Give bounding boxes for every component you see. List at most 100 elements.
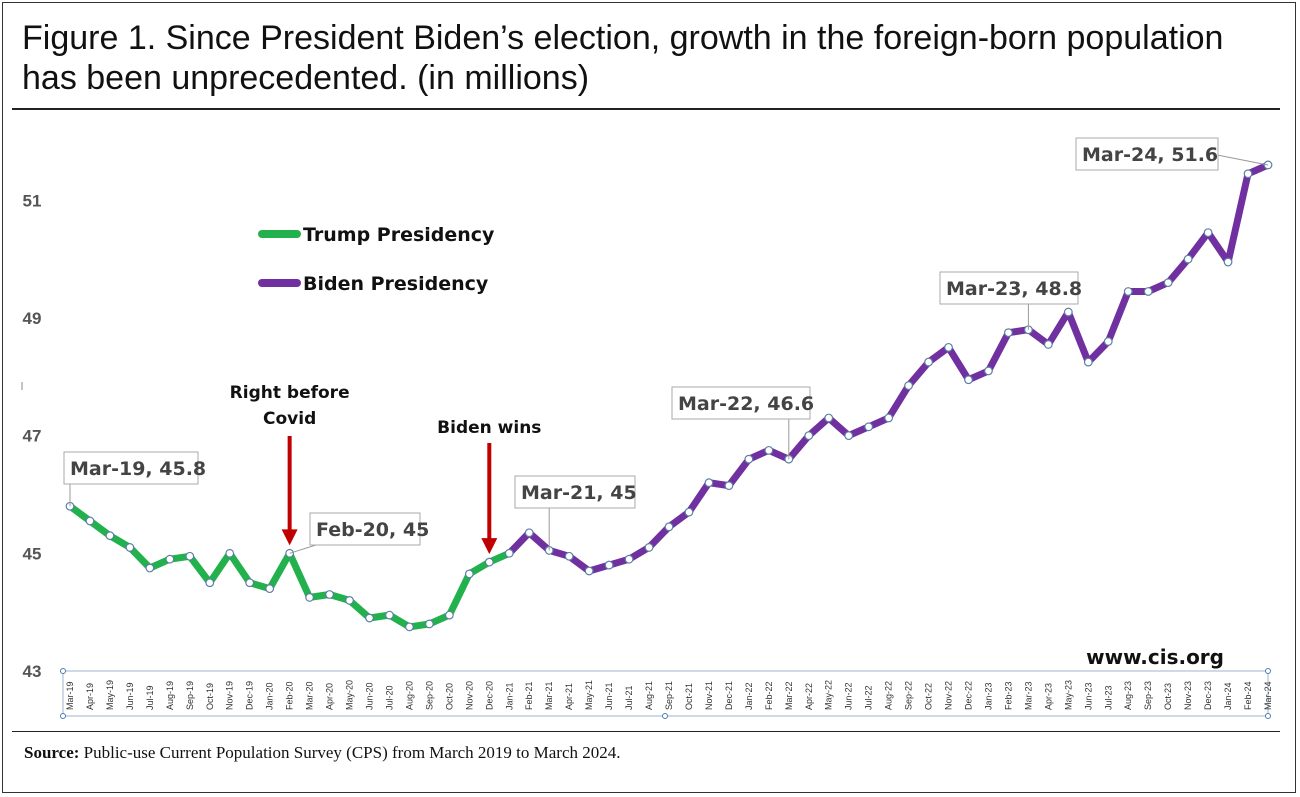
data-point xyxy=(365,613,374,623)
x-tick-label: Apr-20 xyxy=(325,683,335,710)
data-point xyxy=(764,445,774,455)
data-label-box xyxy=(309,512,421,546)
x-tick-label: Feb-22 xyxy=(764,681,774,710)
data-point xyxy=(884,413,894,423)
x-tick-label: Aug-20 xyxy=(404,681,414,710)
data-point xyxy=(644,543,654,552)
x-tick-label: Nov-22 xyxy=(944,681,954,710)
x-tick-label: Dec-22 xyxy=(964,681,974,710)
x-tick-label: Mar-24 xyxy=(1263,681,1273,710)
x-tick-label: Feb-20 xyxy=(285,681,295,710)
data-point xyxy=(804,431,814,441)
legend-label: Trump Presidency xyxy=(303,224,495,246)
data-point xyxy=(305,593,315,602)
data-point xyxy=(924,357,933,367)
data-point xyxy=(385,610,394,620)
x-tick-label: Apr-21 xyxy=(564,683,574,710)
data-label-box xyxy=(514,475,636,509)
watermark-text: www.cis.org xyxy=(1086,645,1224,669)
x-tick-label: Apr-22 xyxy=(804,683,814,710)
x-tick-label: Dec-19 xyxy=(245,681,255,710)
data-point xyxy=(904,381,913,391)
data-point xyxy=(1243,169,1253,179)
data-point xyxy=(684,507,694,517)
data-label: Feb-20, 45 xyxy=(316,519,429,541)
data-point xyxy=(484,557,494,567)
x-tick-label: Jul-21 xyxy=(624,685,634,710)
data-point xyxy=(1123,287,1133,296)
data-point xyxy=(245,578,255,588)
data-point xyxy=(105,531,115,541)
data-point xyxy=(145,563,155,573)
data-point xyxy=(1004,328,1013,338)
x-tick-label: Jun-20 xyxy=(365,682,375,710)
data-point xyxy=(1063,307,1073,317)
data-point xyxy=(165,554,175,564)
data-label-box xyxy=(1075,137,1219,171)
source-label: Source: xyxy=(24,743,80,762)
x-tick-label: Nov-23 xyxy=(1183,681,1193,710)
x-tick-label: Mar-22 xyxy=(784,681,794,710)
x-tick-label: Oct-22 xyxy=(924,683,934,710)
data-point xyxy=(824,413,834,423)
x-tick-label: Aug-19 xyxy=(165,681,175,710)
x-tick-label: Feb-24 xyxy=(1243,681,1253,710)
axis-layer: 43 45 47 49 51 Mar-19 Apr-19 May-19 Jun-19 Jul-19… xyxy=(21,191,1273,719)
data-point xyxy=(564,551,574,561)
x-tick-label: Mar-23 xyxy=(1023,681,1033,710)
y-tick-label: 51 xyxy=(23,191,42,210)
data-label: Mar-21, 45 xyxy=(521,482,637,504)
x-tick-label: Nov-19 xyxy=(225,681,235,710)
x-tick-label: Jul-20 xyxy=(384,685,394,710)
x-tick-label: Jun-22 xyxy=(844,682,854,710)
x-tick-label: Jan-24 xyxy=(1223,682,1233,710)
data-point xyxy=(584,566,594,576)
data-point xyxy=(125,543,135,552)
data-point xyxy=(1183,254,1193,264)
y-tick-label: 43 xyxy=(23,662,42,681)
x-tick-label: May-19 xyxy=(105,680,115,710)
x-tick-label: Jan-23 xyxy=(983,682,993,710)
legend-label: Biden Presidency xyxy=(303,273,489,295)
x-tick-label: Aug-23 xyxy=(1123,681,1133,710)
data-point xyxy=(844,431,854,441)
y-tick-label: 49 xyxy=(23,309,42,328)
x-tick-label: Jul-22 xyxy=(864,685,874,710)
axis-handle xyxy=(60,713,66,719)
x-tick-label: Oct-21 xyxy=(684,683,694,710)
data-point xyxy=(444,610,454,620)
data-point xyxy=(205,578,215,588)
x-tick-label: Sep-19 xyxy=(185,681,195,710)
x-tick-label: Feb-23 xyxy=(1003,681,1013,710)
x-tick-label: Jun-23 xyxy=(1083,682,1093,710)
x-tick-label: Mar-20 xyxy=(305,681,315,710)
annotation-text: Biden wins xyxy=(437,418,541,438)
data-point xyxy=(964,375,973,385)
x-tick-label: Jan-20 xyxy=(265,682,275,710)
x-tick-label: Mar-19 xyxy=(65,681,75,710)
data-point xyxy=(225,548,235,558)
data-point xyxy=(405,622,414,632)
data-point xyxy=(664,522,674,532)
figure-title: Figure 1. Since President Biden’s electi… xyxy=(22,19,1224,97)
x-tick-label: Apr-19 xyxy=(85,683,95,710)
x-tick-label: Feb-21 xyxy=(524,681,534,710)
data-labels: Mar-19, 45.8 Feb-20, 45 Mar-21, 45 Mar-22, … xyxy=(63,137,1269,554)
data-point xyxy=(1143,287,1153,296)
x-tick-label: Oct-23 xyxy=(1163,683,1173,710)
data-point xyxy=(1043,340,1053,349)
axis-handle xyxy=(662,713,668,719)
source-note: Source: Public-use Current Population Su… xyxy=(24,743,621,763)
data-markers xyxy=(65,160,1273,632)
x-tick-label: Dec-20 xyxy=(484,681,494,710)
data-label: Mar-23, 48.8 xyxy=(946,278,1082,300)
data-point xyxy=(1163,278,1173,288)
x-tick-label: Mar-21 xyxy=(544,681,554,710)
axis-handle xyxy=(60,668,66,674)
data-label: Mar-24, 51.6 xyxy=(1082,144,1218,166)
x-tick-label: Apr-23 xyxy=(1043,683,1053,710)
biden-series-line xyxy=(505,161,1272,575)
data-point xyxy=(325,590,334,599)
data-label: Mar-19, 45.8 xyxy=(70,458,206,480)
